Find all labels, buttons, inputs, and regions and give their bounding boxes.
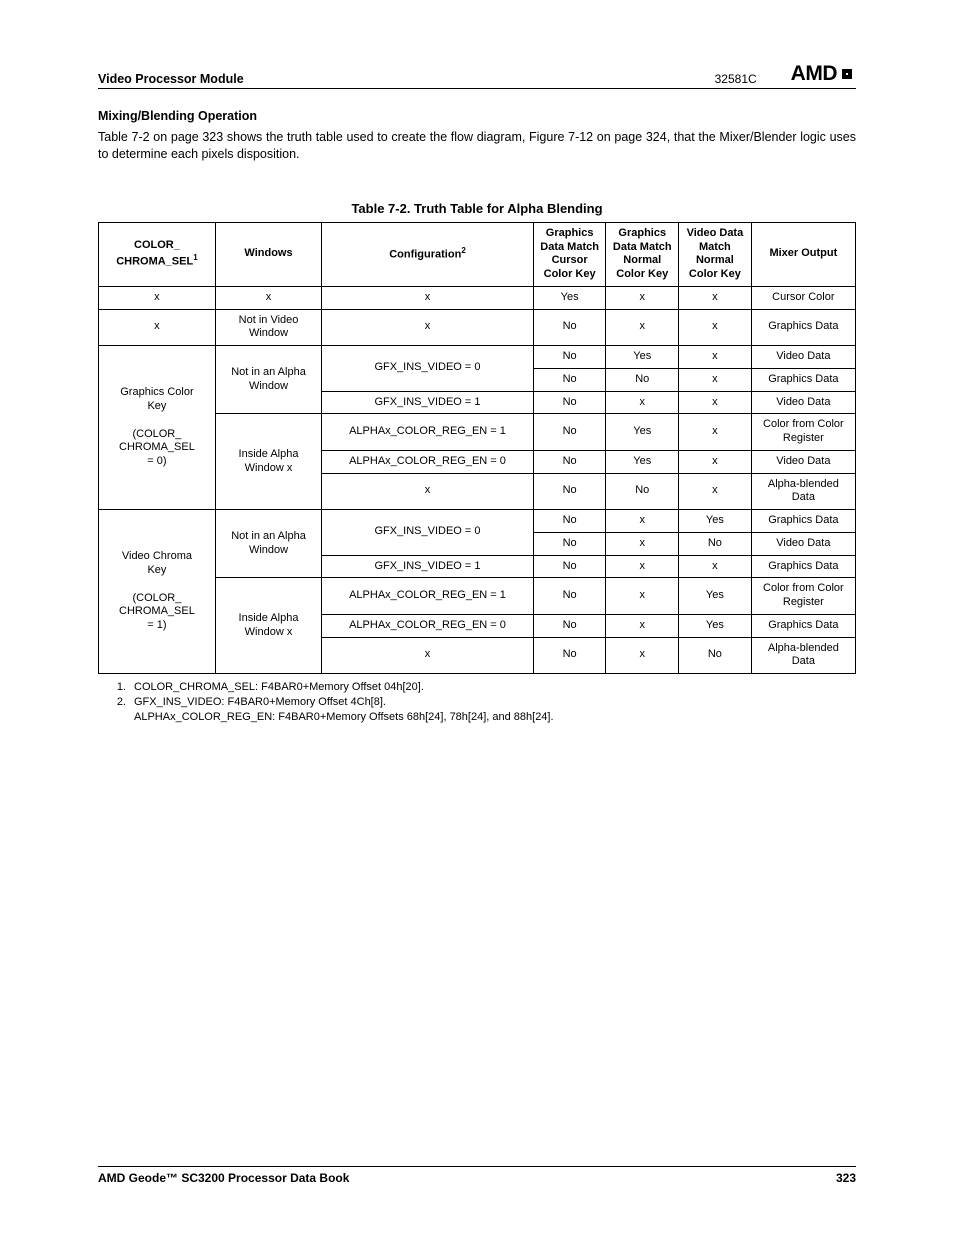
col-header: Configuration2 bbox=[322, 222, 534, 286]
table-header-row: COLOR_ CHROMA_SEL1 Windows Configuration… bbox=[99, 222, 856, 286]
amd-arrow-icon bbox=[838, 65, 856, 83]
footnote: 1. COLOR_CHROMA_SEL: F4BAR0+Memory Offse… bbox=[98, 680, 856, 695]
col-header: Mixer Output bbox=[751, 222, 855, 286]
table-row: Graphics Color Key (COLOR_ CHROMA_SEL = … bbox=[99, 346, 856, 369]
group-cell: Graphics Color Key (COLOR_ CHROMA_SEL = … bbox=[99, 346, 216, 510]
footnote: ALPHAx_COLOR_REG_EN: F4BAR0+Memory Offse… bbox=[98, 710, 856, 725]
intro-paragraph: Table 7-2 on page 323 shows the truth ta… bbox=[98, 129, 856, 163]
section-heading: Mixing/Blending Operation bbox=[98, 109, 856, 123]
page-header: Video Processor Module 32581C AMD bbox=[98, 62, 856, 89]
col-header: Graphics Data Match Normal Color Key bbox=[606, 222, 679, 286]
col-header: Windows bbox=[215, 222, 321, 286]
header-right: 32581C AMD bbox=[715, 62, 856, 86]
amd-logo: AMD bbox=[791, 62, 856, 86]
group-cell: Video Chroma Key (COLOR_ CHROMA_SEL = 1) bbox=[99, 510, 216, 674]
page-footer: AMD Geode™ SC3200 Processor Data Book 32… bbox=[98, 1166, 856, 1185]
header-title: Video Processor Module bbox=[98, 72, 244, 86]
table-row: x Not in Video Window x No x x Graphics … bbox=[99, 309, 856, 346]
table-row: x x x Yes x x Cursor Color bbox=[99, 286, 856, 309]
table-row: Video Chroma Key (COLOR_ CHROMA_SEL = 1)… bbox=[99, 510, 856, 533]
col-header: Graphics Data Match Cursor Color Key bbox=[533, 222, 606, 286]
page: Video Processor Module 32581C AMD Mixing… bbox=[0, 0, 954, 1235]
truth-table: COLOR_ CHROMA_SEL1 Windows Configuration… bbox=[98, 222, 856, 674]
header-code: 32581C bbox=[715, 72, 757, 86]
table-caption: Table 7-2. Truth Table for Alpha Blendin… bbox=[98, 201, 856, 216]
col-header: Video Data Match Normal Color Key bbox=[679, 222, 752, 286]
amd-logo-text: AMD bbox=[791, 62, 837, 86]
page-number: 323 bbox=[836, 1171, 856, 1185]
footnote: 2. GFX_INS_VIDEO: F4BAR0+Memory Offset 4… bbox=[98, 695, 856, 710]
footer-title: AMD Geode™ SC3200 Processor Data Book bbox=[98, 1171, 349, 1185]
col-header: COLOR_ CHROMA_SEL1 bbox=[99, 222, 216, 286]
footnotes: 1. COLOR_CHROMA_SEL: F4BAR0+Memory Offse… bbox=[98, 680, 856, 725]
